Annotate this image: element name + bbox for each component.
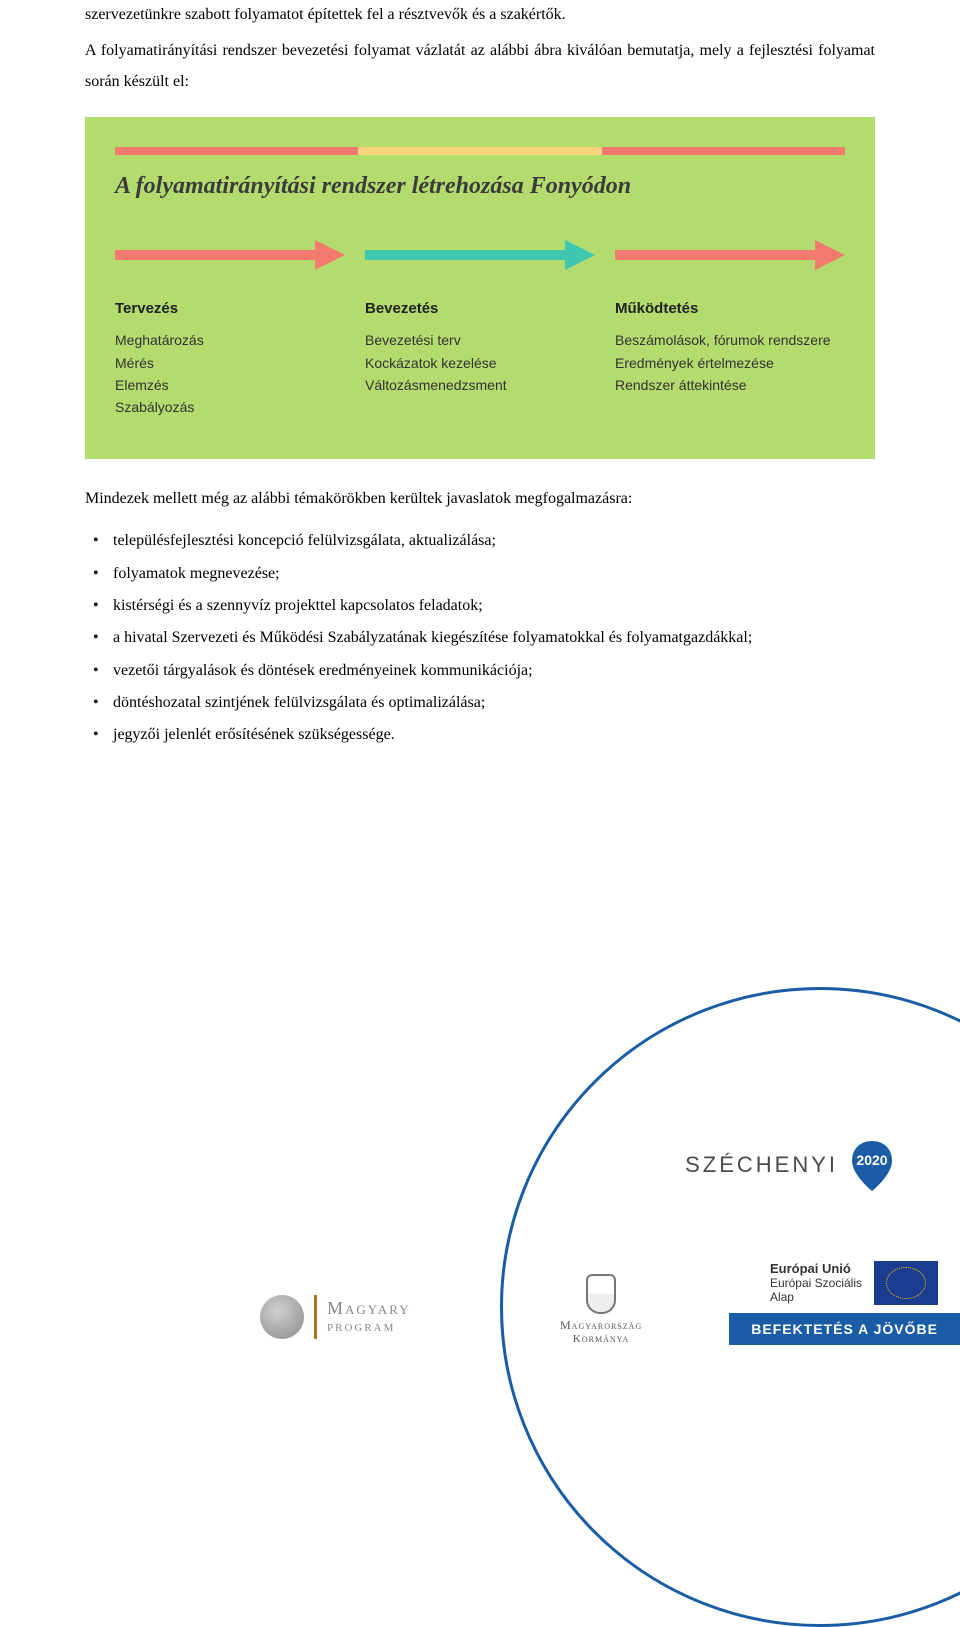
arrow-tervezes	[115, 240, 345, 270]
process-infographic: A folyamatirányítási rendszer létrehozás…	[85, 117, 875, 459]
col-item: Mérés	[115, 352, 345, 374]
list-item: folyamatok megnevezése;	[113, 559, 875, 589]
list-item: kistérségi és a szennyvíz projekttel kap…	[113, 591, 875, 621]
magyary-divider	[314, 1295, 317, 1339]
magyary-portrait-icon	[260, 1295, 304, 1339]
list-item: döntéshozatal szintjének felülvizsgálata…	[113, 688, 875, 718]
magyary-line2: program	[327, 1319, 410, 1336]
col-item: Beszámolások, fórumok rendszere	[615, 329, 845, 351]
szechenyi-logo: SZÉCHENYI 2020	[685, 1137, 900, 1193]
eu-block: Európai Unió Európai Szociális Alap	[770, 1261, 938, 1305]
eu-line2: Európai Szociális	[770, 1276, 862, 1290]
arrow-bevezetes	[365, 240, 595, 270]
list-item: településfejlesztési koncepció felülvizs…	[113, 526, 875, 556]
intro-paragraph-2: A folyamatirányítási rendszer bevezetési…	[85, 36, 875, 97]
col-item: Szabályozás	[115, 396, 345, 418]
magyary-logo: Magyary program	[260, 1295, 410, 1339]
col-item: Elemzés	[115, 374, 345, 396]
infographic-columns: Tervezés Meghatározás Mérés Elemzés Szab…	[115, 300, 845, 419]
footer-logos: SZÉCHENYI 2020 Magyary program Magyarors…	[0, 1107, 960, 1367]
infographic-title: A folyamatirányítási rendszer létrehozás…	[115, 173, 845, 200]
arrows-row	[115, 240, 845, 275]
list-item: a hivatal Szervezeti és Működési Szabály…	[113, 623, 875, 653]
kormanya-line2: Kormánya	[560, 1333, 642, 1345]
eu-flag-icon	[874, 1261, 938, 1305]
svg-text:2020: 2020	[856, 1152, 887, 1168]
col-tervezes: Tervezés Meghatározás Mérés Elemzés Szab…	[115, 300, 345, 419]
magyary-text: Magyary program	[327, 1299, 410, 1335]
post-lead: Mindezek mellett még az alábbi témakörök…	[85, 484, 875, 514]
kormanya-line1: Magyarország	[560, 1318, 642, 1333]
szechenyi-pin-icon: 2020	[844, 1137, 900, 1193]
col-mukodtetes: Működtetés Beszámolások, fórumok rendsze…	[615, 300, 845, 419]
col-item: Meghatározás	[115, 329, 345, 351]
col-item: Rendszer áttekintése	[615, 374, 845, 396]
bullet-list: településfejlesztési koncepció felülvizs…	[85, 526, 875, 751]
col-bevezetes: Bevezetés Bevezetési terv Kockázatok kez…	[365, 300, 595, 419]
arrow-mukodtetes	[615, 240, 845, 270]
szechenyi-label: SZÉCHENYI	[685, 1152, 838, 1178]
intro-paragraph-1: szervezetünkre szabott folyamatot építet…	[85, 0, 875, 30]
eu-line3: Alap	[770, 1290, 862, 1304]
befektetes-banner: BEFEKTETÉS A JÖVŐBE	[729, 1313, 960, 1345]
col-item: Bevezetési terv	[365, 329, 595, 351]
eu-text: Európai Unió Európai Szociális Alap	[770, 1261, 862, 1304]
col-heading: Működtetés	[615, 300, 845, 317]
list-item: vezetői tárgyalások és döntések eredmény…	[113, 656, 875, 686]
list-item: jegyzői jelenlét erősítésének szükségess…	[113, 720, 875, 750]
eu-line1: Európai Unió	[770, 1261, 862, 1276]
col-heading: Tervezés	[115, 300, 345, 317]
col-item: Kockázatok kezelése	[365, 352, 595, 374]
kormanya-logo: Magyarország Kormánya	[560, 1274, 642, 1345]
col-heading: Bevezetés	[365, 300, 595, 317]
col-item: Változásmenedzsment	[365, 374, 595, 396]
infographic-top-bar	[115, 147, 845, 155]
hungary-crest-icon	[586, 1274, 616, 1314]
col-item: Eredmények értelmezése	[615, 352, 845, 374]
magyary-line1: Magyary	[327, 1299, 410, 1319]
